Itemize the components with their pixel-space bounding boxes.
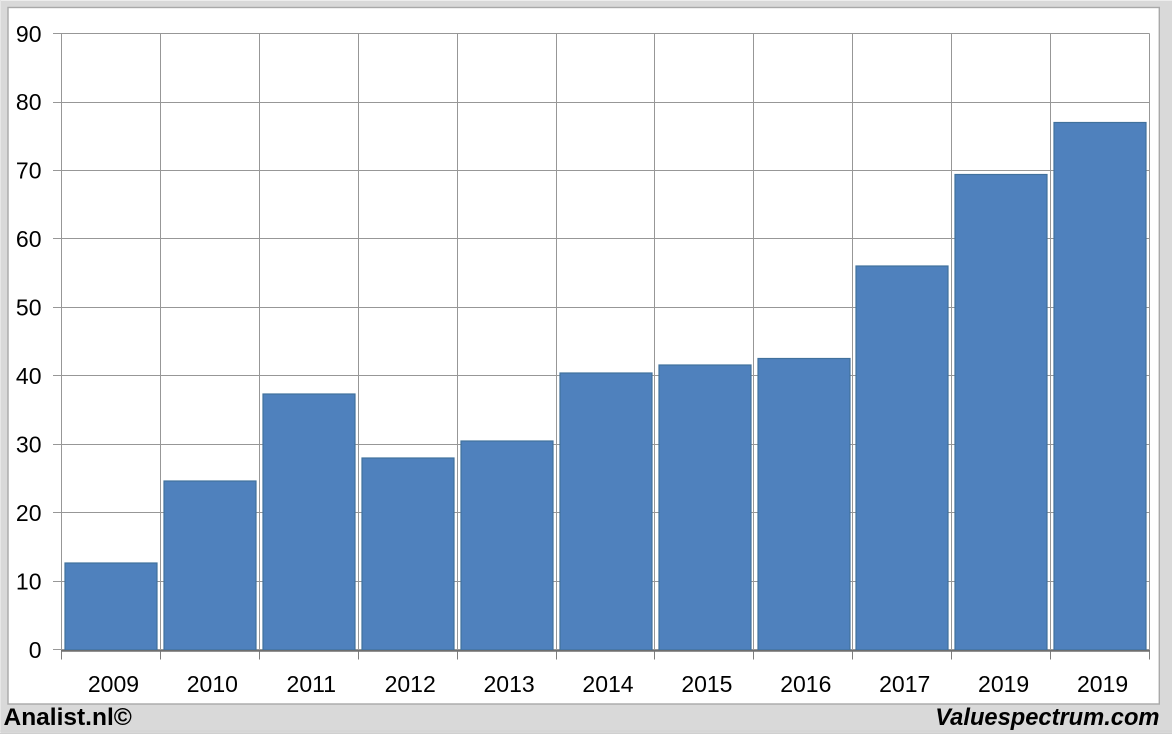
svg-text:0: 0 <box>29 637 42 663</box>
svg-text:60: 60 <box>16 226 42 252</box>
svg-text:2019: 2019 <box>978 671 1029 697</box>
svg-text:20: 20 <box>16 500 42 526</box>
svg-text:2009: 2009 <box>88 671 139 697</box>
svg-text:2016: 2016 <box>780 671 831 697</box>
svg-text:10: 10 <box>16 568 42 594</box>
svg-text:90: 90 <box>16 21 42 47</box>
svg-text:2014: 2014 <box>582 671 633 697</box>
svg-text:2010: 2010 <box>187 671 238 697</box>
svg-text:40: 40 <box>16 363 42 389</box>
svg-text:2019: 2019 <box>1077 671 1128 697</box>
svg-text:30: 30 <box>16 432 42 458</box>
svg-text:2017: 2017 <box>879 671 930 697</box>
svg-text:80: 80 <box>16 89 42 115</box>
svg-text:Analist.nl©: Analist.nl© <box>4 704 132 731</box>
svg-text:2013: 2013 <box>484 671 535 697</box>
svg-text:50: 50 <box>16 295 42 321</box>
svg-text:2011: 2011 <box>287 671 336 697</box>
svg-text:2015: 2015 <box>681 671 732 697</box>
svg-text:2012: 2012 <box>385 671 436 697</box>
svg-text:70: 70 <box>16 158 42 184</box>
svg-text:Valuespectrum.com: Valuespectrum.com <box>935 705 1159 731</box>
